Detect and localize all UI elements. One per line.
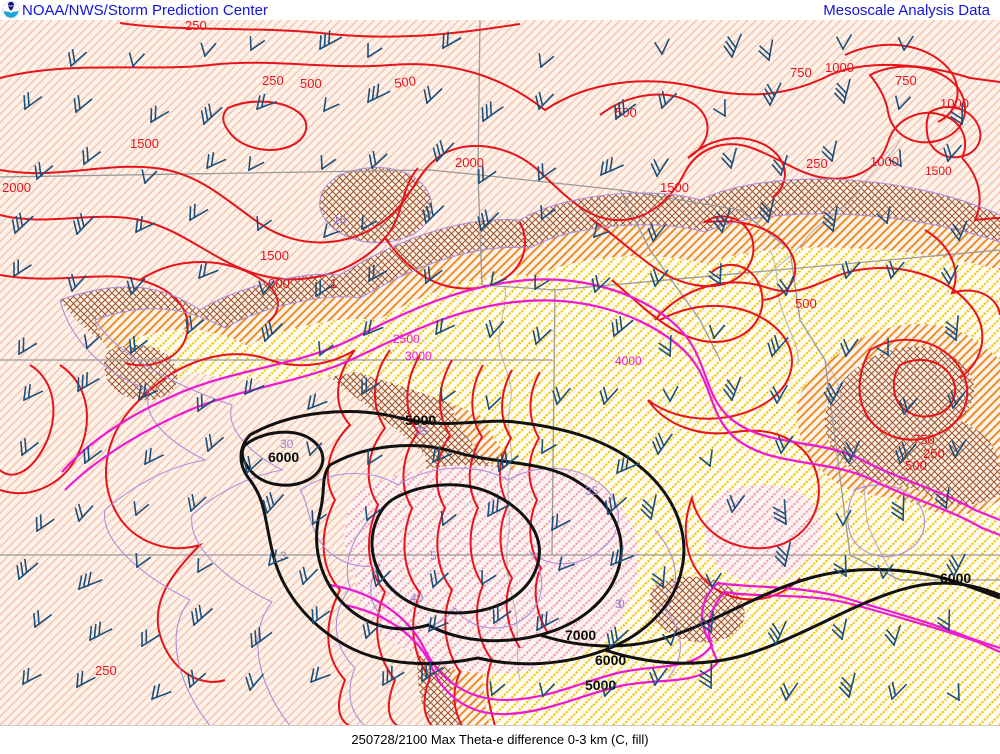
svg-text:7000: 7000 [565, 627, 596, 643]
svg-text:5000: 5000 [405, 412, 436, 428]
svg-text:1500: 1500 [260, 248, 289, 263]
svg-text:500: 500 [795, 296, 817, 311]
svg-text:2000: 2000 [455, 155, 484, 170]
svg-text:15: 15 [333, 213, 347, 227]
svg-text:30: 30 [615, 597, 625, 611]
svg-text:250: 250 [95, 663, 117, 678]
svg-text:40: 40 [410, 591, 424, 605]
svg-text:250: 250 [262, 73, 284, 88]
svg-text:1500: 1500 [660, 180, 689, 195]
svg-text:250: 250 [185, 20, 207, 33]
svg-text:3000: 3000 [405, 349, 432, 363]
svg-text:6000: 6000 [268, 449, 299, 465]
svg-text:2000: 2000 [2, 180, 31, 195]
svg-text:35: 35 [585, 484, 599, 498]
svg-text:750: 750 [790, 65, 812, 80]
svg-text:1000: 1000 [940, 96, 969, 111]
svg-text:500: 500 [300, 76, 322, 91]
svg-text:2500: 2500 [393, 332, 420, 346]
svg-text:4000: 4000 [615, 354, 642, 368]
svg-text:5000: 5000 [585, 677, 616, 693]
svg-text:1000: 1000 [825, 60, 854, 75]
svg-text:500: 500 [905, 458, 927, 473]
svg-text:1500: 1500 [130, 136, 159, 151]
svg-text:1500: 1500 [925, 164, 952, 178]
svg-text:500: 500 [393, 73, 417, 91]
svg-text:1000: 1000 [870, 154, 899, 169]
svg-text:750: 750 [895, 73, 917, 88]
svg-text:250: 250 [806, 156, 828, 171]
svg-text:6000: 6000 [595, 652, 626, 668]
